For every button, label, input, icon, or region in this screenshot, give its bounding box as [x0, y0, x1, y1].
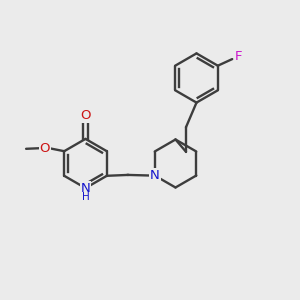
Text: O: O — [80, 109, 91, 122]
Text: N: N — [81, 182, 90, 195]
Text: H: H — [82, 192, 89, 202]
Text: N: N — [150, 169, 160, 182]
Text: F: F — [235, 50, 242, 63]
Text: O: O — [39, 142, 50, 155]
